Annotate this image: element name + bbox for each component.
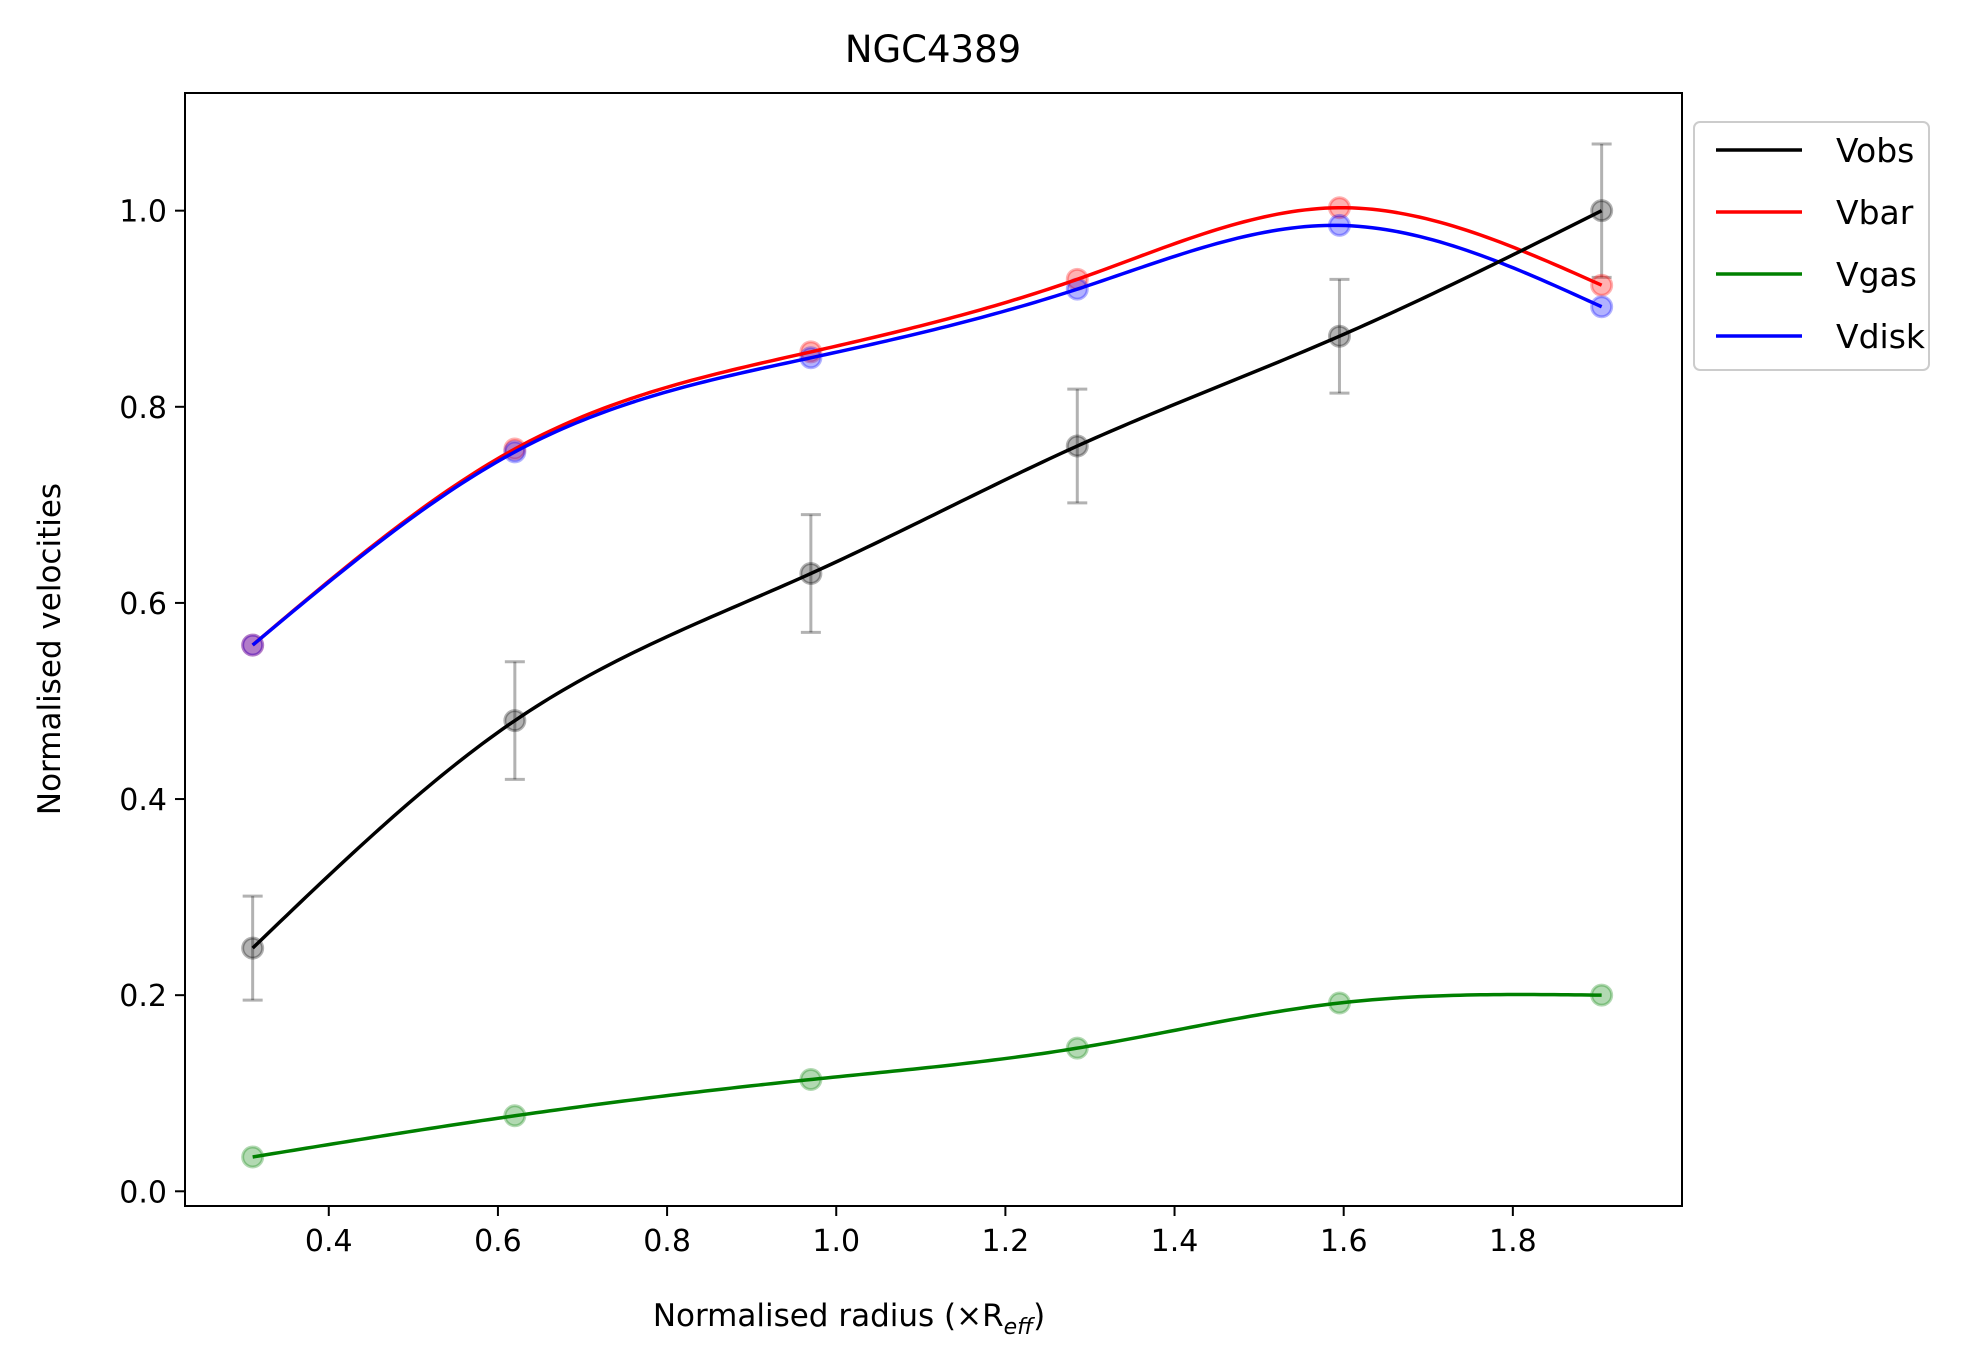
x-tick-label: 0.6 — [474, 1224, 522, 1259]
data-point-vdisk — [1590, 295, 1614, 319]
y-axis-label: Normalised velocities — [32, 483, 68, 815]
chart-title: NGC4389 — [845, 28, 1021, 71]
series-layer — [241, 142, 1614, 1169]
x-axis-label-end: ) — [1033, 1298, 1045, 1334]
y-tick-label: 0.0 — [119, 1175, 167, 1210]
plot-frame — [184, 92, 1683, 1207]
x-axis-label-subscript: eff — [1004, 1315, 1036, 1340]
legend-frame — [1693, 121, 1930, 371]
x-tick-label: 0.8 — [643, 1224, 691, 1259]
x-axis: 0.4 0.6 0.8 1.0 1.2 1.4 1.6 1.8 — [305, 1206, 1537, 1259]
data-point-vbar — [1590, 273, 1614, 297]
y-tick-label: 0.4 — [119, 783, 167, 818]
legend: Vobs Vbar Vgas Vdisk — [1693, 121, 1930, 371]
x-axis-label-main: Normalised radius (×R — [653, 1298, 1004, 1334]
x-tick-label: 1.0 — [812, 1224, 860, 1259]
legend-label-vobs: Vobs — [1836, 131, 1914, 170]
x-tick-label: 1.6 — [1320, 1224, 1368, 1259]
y-tick-label: 0.2 — [119, 979, 167, 1014]
y-axis: 0.0 0.2 0.4 0.6 0.8 1.0 — [119, 195, 185, 1210]
markers-vbar — [241, 196, 1614, 657]
legend-label-vgas: Vgas — [1836, 255, 1917, 294]
series-line-vdisk — [251, 223, 1603, 647]
y-tick-label: 1.0 — [119, 195, 167, 230]
x-tick-label: 1.2 — [982, 1224, 1030, 1259]
legend-label-vbar: Vbar — [1836, 193, 1914, 232]
y-tick-label: 0.6 — [119, 587, 167, 622]
series-line-vgas — [252, 992, 1602, 1159]
legend-label-vdisk: Vdisk — [1836, 317, 1926, 356]
x-axis-label: Normalised radius (×Reff) — [653, 1298, 1045, 1340]
series-line-vobs — [251, 209, 1603, 950]
data-point-vobs — [1590, 199, 1614, 223]
x-tick-label: 1.8 — [1489, 1224, 1537, 1259]
x-tick-label: 0.4 — [305, 1224, 353, 1259]
y-tick-label: 0.8 — [119, 391, 167, 426]
x-tick-label: 1.4 — [1151, 1224, 1199, 1259]
series-line-vbar — [251, 205, 1603, 647]
